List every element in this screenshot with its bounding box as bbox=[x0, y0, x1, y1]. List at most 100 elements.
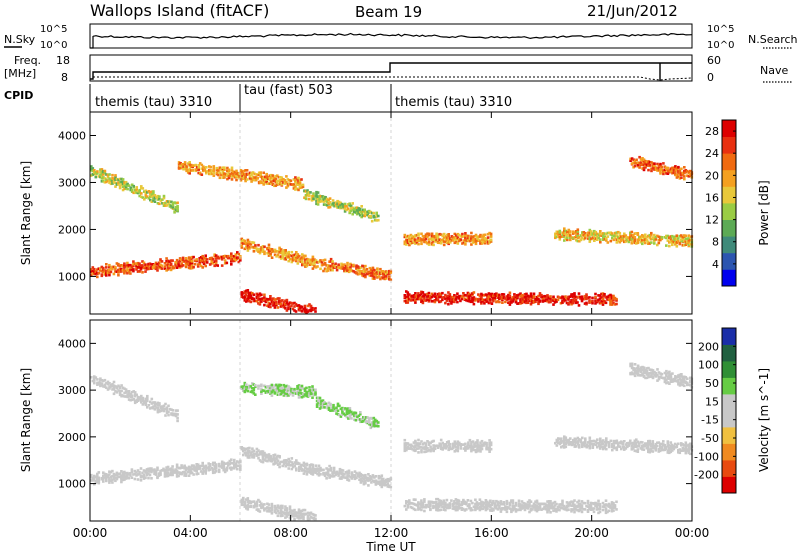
power-echo-cell-5-59-2 bbox=[642, 236, 646, 240]
velocity-echo-cell-5-15-1 bbox=[576, 443, 580, 446]
velocity-echo-cell-3-78-3 bbox=[520, 504, 524, 507]
velocity-echo-cell-3-113-2 bbox=[573, 506, 576, 509]
power-echo-cell-7-16-2 bbox=[202, 165, 205, 168]
power-echo-cell-1-39-2 bbox=[299, 257, 303, 260]
power-echo-cell-3-107-2 bbox=[564, 295, 567, 298]
power-colorbar-step-8 bbox=[722, 136, 736, 154]
velocity-echo-cell-4-14-4 bbox=[424, 442, 428, 446]
power-echo-cell-0-45-2 bbox=[157, 263, 161, 267]
velocity-echo-cell-3-49-1 bbox=[477, 503, 480, 507]
power-echo-cell-0-43-2 bbox=[154, 263, 158, 266]
velocity-echo-cell-5-53-0 bbox=[633, 449, 637, 453]
velocity-echo-cell-6-14-2 bbox=[111, 384, 114, 388]
power-echo-cell-4-42-0 bbox=[467, 238, 470, 242]
velocity-echo-cell-3-27-2 bbox=[444, 503, 447, 506]
velocity-echo-cell-0-55-0 bbox=[172, 471, 176, 474]
power-echo-cell-4-10-1 bbox=[418, 239, 422, 242]
velocity-echo-cell-7-41-0 bbox=[302, 395, 305, 398]
velocity-echo-cell-5-85-1 bbox=[681, 446, 685, 450]
power-echo-cell-4-8-3 bbox=[415, 233, 419, 237]
power-echo-cell-0-93-1 bbox=[230, 260, 233, 263]
power-echo-cell-1-7-3 bbox=[251, 241, 254, 244]
power-echo-cell-10-6-3 bbox=[638, 161, 641, 165]
velocity-echo-cell-5-43-0 bbox=[618, 445, 622, 448]
velocity-echo-cell-0-71-3 bbox=[196, 465, 200, 468]
power-echo-cell-4-49-1 bbox=[477, 238, 481, 242]
power-echo-cell-9-23-3 bbox=[337, 200, 341, 204]
velocity-echo-cell-8-37-4 bbox=[371, 417, 374, 420]
velocity-echo-cell-4-34-3 bbox=[455, 442, 458, 445]
power-echo-cell-0-66-1 bbox=[189, 264, 192, 267]
velocity-echo-cell-4-37-2 bbox=[459, 443, 463, 446]
velocity-echo-cell-3-75-0 bbox=[516, 508, 519, 512]
velocity-echo-cell-4-12-2 bbox=[421, 443, 425, 446]
velocity-echo-cell-3-90-1 bbox=[538, 505, 542, 508]
power-echo-cell-4-1-0 bbox=[405, 243, 408, 246]
velocity-echo-cell-8-17-4 bbox=[341, 406, 344, 410]
velocity-echo-cell-2-10-1 bbox=[343, 473, 346, 476]
power-echo-cell-1-0-3 bbox=[240, 239, 244, 243]
power-echo-cell-4-29-3 bbox=[447, 236, 450, 240]
velocity-echo-cell-7-11-2 bbox=[257, 384, 260, 388]
velocity-echo-cell-0-77-1 bbox=[205, 466, 209, 470]
power-echo-cell-10-20-4 bbox=[659, 162, 662, 166]
velocity-echo-cell-6-13-2 bbox=[109, 383, 113, 387]
power-echo-cell-6-37-0 bbox=[146, 195, 149, 198]
power-echo-cell-7-12-1 bbox=[195, 167, 199, 171]
power-echo-cell-3-16-2 bbox=[427, 296, 431, 300]
power-echo-cell-4-22-3 bbox=[436, 236, 440, 239]
velocity-echo-cell-3-103-1 bbox=[558, 505, 561, 509]
power-echo-cell-0-33-2 bbox=[139, 264, 143, 267]
velocity-echo-cell-3-135-3 bbox=[606, 504, 609, 507]
velocity-echo-cell-5-85-3 bbox=[681, 443, 685, 446]
velocity-echo-cell-3-4-2 bbox=[409, 501, 413, 505]
velocity-echo-cell-3-112-1 bbox=[571, 508, 575, 511]
velocity-echo-cell-4-41-1 bbox=[465, 445, 469, 448]
velocity-echo-cell-0-5-2 bbox=[97, 478, 101, 482]
velocity-echo-cell-3-40-0 bbox=[463, 509, 467, 512]
velocity-echo-cell-5-50-4 bbox=[629, 439, 632, 443]
power-echo-cell-4-23-1 bbox=[438, 241, 441, 245]
velocity-echo-cell-8-20-4 bbox=[345, 407, 349, 411]
velocity-echo-cell-8-8-3 bbox=[327, 401, 331, 405]
power-echo-cell-9-40-0 bbox=[363, 214, 366, 218]
velocity-echo-cell-1-10-5 bbox=[255, 447, 259, 451]
power-echo-cell-3-7-4 bbox=[414, 292, 417, 295]
power-echo-cell-7-77-5 bbox=[294, 176, 297, 179]
power-echo-cell-5-75-1 bbox=[666, 239, 670, 242]
power-echo-cell-8-43-1 bbox=[305, 308, 308, 312]
power-echo-cell-7-56-5 bbox=[262, 171, 265, 175]
velocity-echo-cell-0-62-5 bbox=[183, 464, 186, 468]
power-echo-cell-1-34-1 bbox=[292, 256, 295, 260]
noise-search-label: N.Search bbox=[748, 33, 798, 46]
velocity-echo-cell-4-1-3 bbox=[405, 442, 408, 445]
power-echo-cell-1-37-3 bbox=[296, 254, 300, 258]
velocity-echo-cell-3-50-5 bbox=[478, 498, 482, 501]
power-echo-cell-10-34-2 bbox=[680, 172, 683, 175]
velocity-echo-cell-6-56-2 bbox=[174, 412, 178, 416]
power-echo-cell-6-48-4 bbox=[162, 196, 166, 200]
velocity-echo-cell-6-42-2 bbox=[153, 403, 157, 406]
power-echo-cell-8-7-2 bbox=[251, 296, 254, 300]
power-echo-cell-3-19-3 bbox=[432, 294, 435, 297]
velocity-echo-cell-1-45-4 bbox=[308, 463, 312, 467]
velocity-echo-cell-3-23-4 bbox=[438, 499, 441, 502]
velocity-echo-cell-4-12-0 bbox=[421, 446, 425, 450]
power-echo-cell-10-10-2 bbox=[644, 162, 647, 165]
power-echo-cell-7-74-2 bbox=[289, 179, 293, 183]
power-echo-cell-2-40-0 bbox=[388, 277, 391, 281]
velocity-echo-cell-3-38-0 bbox=[460, 508, 464, 511]
power-echo-cell-5-66-1 bbox=[653, 239, 656, 242]
velocity-echo-cell-3-109-3 bbox=[567, 502, 570, 505]
power-echo-cell-0-54-1 bbox=[171, 265, 174, 268]
power-echo-cell-7-15-3 bbox=[200, 167, 204, 170]
power-echo-cell-3-84-0 bbox=[529, 302, 533, 306]
power-echo-cell-3-5-3 bbox=[411, 294, 414, 298]
power-echo-cell-5-60-3 bbox=[644, 235, 647, 239]
power-echo-cell-0-38-0 bbox=[147, 267, 150, 271]
power-echo-cell-0-51-0 bbox=[166, 268, 170, 271]
velocity-echo-cell-0-11-1 bbox=[106, 475, 110, 479]
power-echo-cell-1-25-3 bbox=[278, 250, 281, 254]
velocity-echo-cell-8-25-0 bbox=[353, 418, 356, 421]
power-echo-cell-0-22-3 bbox=[123, 266, 126, 269]
